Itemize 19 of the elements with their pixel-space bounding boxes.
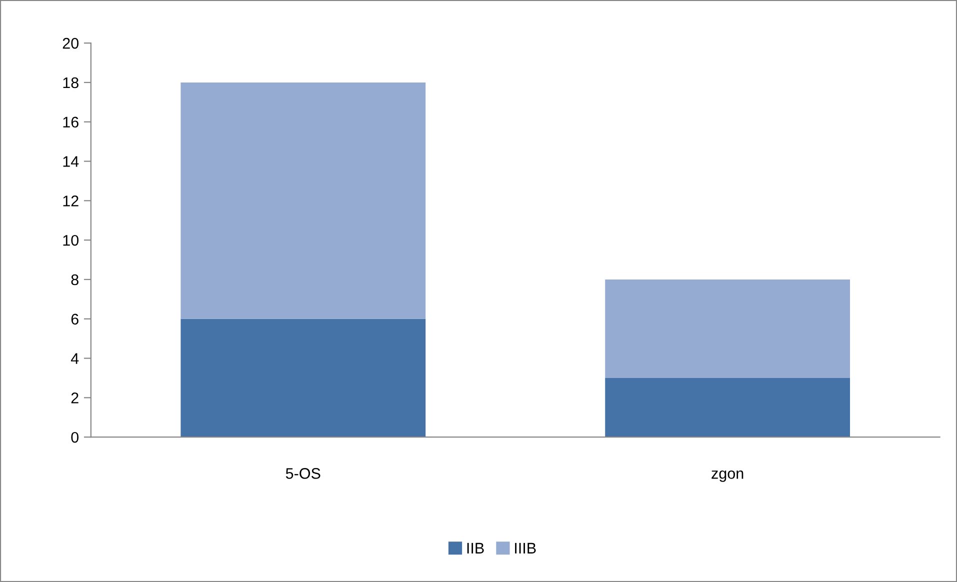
legend-label: IIB [467, 542, 484, 554]
y-tick-label: 16 [63, 116, 78, 128]
x-tick-label: zgon [712, 470, 744, 482]
y-tick-label: 12 [63, 196, 78, 206]
legend-label: IIIB [515, 542, 536, 554]
y-tick-label: 6 [71, 314, 78, 325]
bar [180, 82, 426, 319]
y-tick-label: 14 [63, 156, 79, 167]
bar [605, 378, 850, 438]
y-tick-label: 2 [71, 392, 78, 404]
y-tick-label: 20 [62, 38, 79, 49]
y-tick-label: 10 [63, 234, 79, 246]
bar [605, 279, 850, 378]
bar [180, 318, 426, 438]
x-tick-label: 5-OS [286, 468, 320, 479]
y-tick-label: 0 [71, 432, 79, 443]
y-tick-label: 18 [63, 77, 78, 88]
y-tick-label: 4 [70, 353, 79, 364]
y-tick-label: 8 [71, 274, 78, 286]
